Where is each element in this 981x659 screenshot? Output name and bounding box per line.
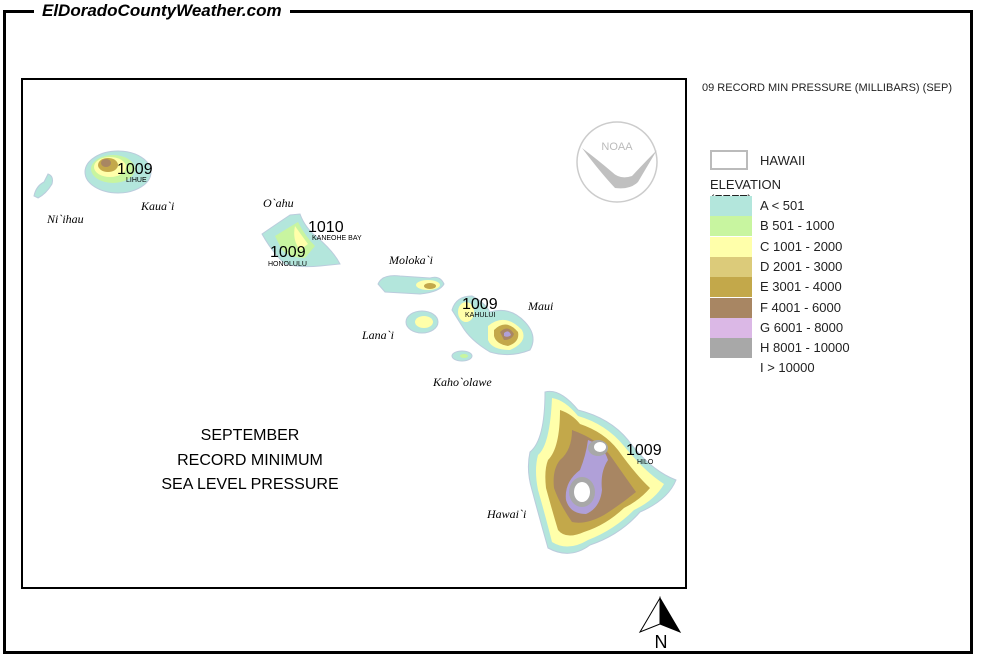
legend-swatch — [710, 297, 752, 318]
north-arrow-icon: N — [638, 596, 682, 652]
legend-item: F 4001 - 6000 — [710, 297, 910, 318]
legend-swatch — [710, 236, 752, 257]
island-label-lanai: Lana`i — [361, 328, 394, 342]
island-label-oahu: O`ahu — [263, 196, 294, 210]
noaa-logo: NOAA — [576, 121, 658, 203]
island-label-molokai: Moloka`i — [388, 253, 433, 267]
island-label-hawaii: Hawai`i — [486, 507, 526, 521]
island-kauai — [84, 150, 152, 194]
island-oahu — [261, 213, 341, 268]
legend-swatch — [710, 317, 752, 338]
legend-item: H 8001 - 10000 — [710, 338, 910, 359]
legend-item: B 501 - 1000 — [710, 216, 910, 237]
map-title-line-3: SEA LEVEL PRESSURE — [161, 476, 338, 493]
station-value-kahului: 1009 — [462, 296, 498, 313]
island-label-kahoolawe: Kaho`olawe — [432, 375, 492, 389]
legend-swatch — [710, 256, 752, 277]
station-value-honolulu: 1009 — [270, 244, 306, 261]
legend-label: I > 10000 — [760, 360, 815, 376]
station-value-hilo: 1009 — [626, 442, 662, 459]
legend-label: H 8001 - 10000 — [760, 340, 850, 356]
legend-item: A < 501 — [710, 196, 910, 216]
station-name-kaneohe: KANEOHE BAY — [312, 235, 362, 242]
outer-frame — [3, 10, 973, 654]
legend-label: E 3001 - 4000 — [760, 279, 842, 295]
legend-item: D 2001 - 3000 — [710, 256, 910, 277]
station-name-lihue: LIHUE — [126, 177, 147, 184]
legend-label: A < 501 — [760, 198, 805, 213]
map-frame — [21, 78, 687, 589]
island-maui — [451, 295, 534, 356]
station-name-kahului: KAHULUI — [465, 312, 495, 319]
station-name-honolulu: HONOLULU — [268, 261, 307, 268]
noaa-logo-text: NOAA — [601, 141, 633, 153]
island-lanai — [405, 310, 439, 334]
station-value-kaneohe: 1010 — [308, 219, 344, 236]
legend-label: B 501 - 1000 — [760, 218, 835, 234]
station-value-lihue: 1009 — [117, 161, 153, 178]
island-molokai — [377, 275, 445, 295]
legend-swatch — [710, 216, 752, 237]
legend-swatch — [710, 338, 752, 359]
north-label: N — [655, 632, 668, 652]
legend-item: G 6001 - 8000 — [710, 317, 910, 338]
island-label-niihau: Ni`ihau — [46, 212, 84, 226]
legend-item: E 3001 - 4000 — [710, 277, 910, 298]
site-title: ElDoradoCountyWeather.com — [34, 1, 290, 21]
island-label-maui: Maui — [527, 299, 553, 313]
island-label-kauai: Kaua`i — [140, 199, 174, 213]
legend-label: F 4001 - 6000 — [760, 299, 841, 315]
island-hawaii — [527, 390, 677, 554]
legend-item: C 1001 - 2000 — [710, 236, 910, 257]
legend-swatch — [710, 358, 752, 379]
island-kahoolawe — [451, 350, 473, 362]
legend-swatch — [710, 277, 752, 298]
station-name-hilo: HILO — [637, 459, 654, 466]
map-title-line-1: SEPTEMBER — [201, 427, 300, 444]
map-title-line-2: RECORD MINIMUM — [177, 452, 323, 469]
legend-heading: 09 RECORD MIN PRESSURE (MILLIBARS) (SEP) — [702, 82, 952, 94]
island-niihau — [33, 173, 53, 199]
legend-item: I > 10000 — [710, 358, 910, 379]
legend-label: D 2001 - 3000 — [760, 258, 843, 274]
hawaii-swatch — [710, 150, 748, 170]
legend-label: G 6001 - 8000 — [760, 319, 844, 335]
legend-swatch — [710, 196, 752, 216]
legend-label: C 1001 - 2000 — [760, 238, 843, 254]
hawaii-label: HAWAII — [760, 153, 806, 168]
